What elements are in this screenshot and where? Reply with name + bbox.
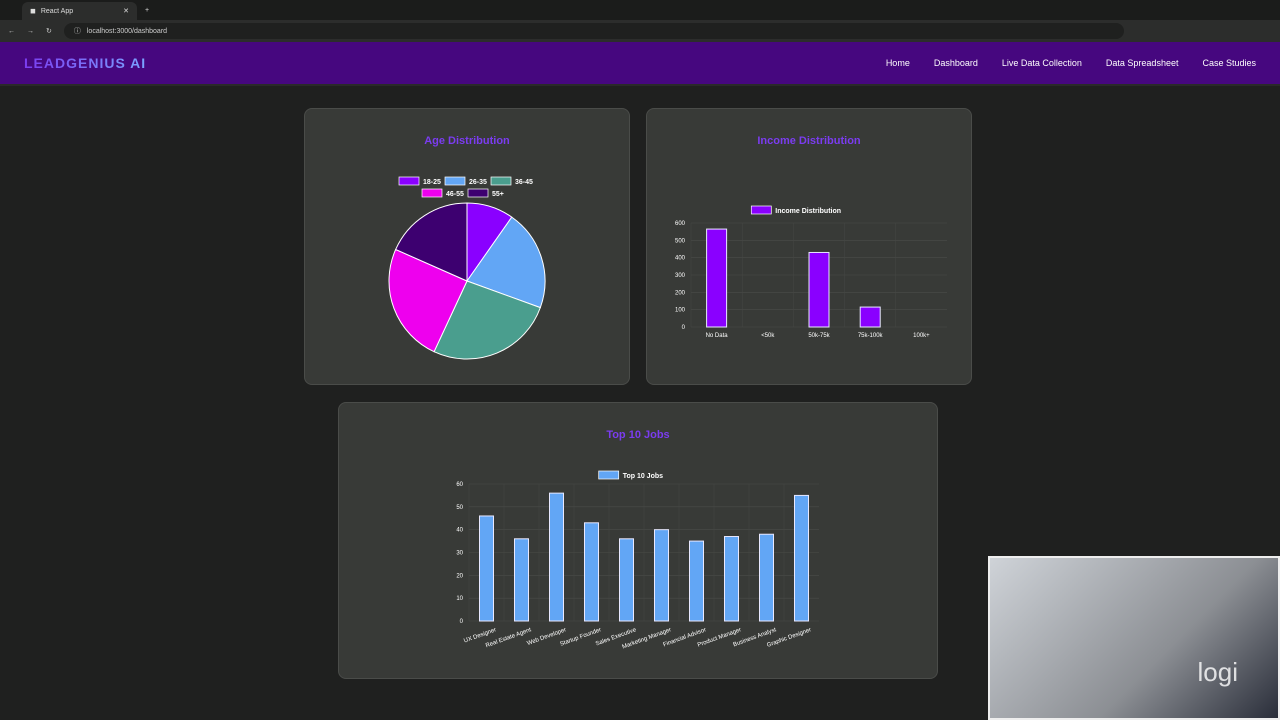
- bar-No Data: [706, 228, 728, 328]
- legend-label: 26-35: [469, 179, 487, 186]
- legend-label: Income Distribution: [775, 208, 841, 215]
- nav-home[interactable]: Home: [885, 58, 910, 68]
- bar-Product Manager: [724, 536, 739, 622]
- tab-title: React App: [40, 7, 74, 15]
- bar-Business Analyst: [759, 533, 774, 622]
- bar-75k-100k: [859, 306, 881, 328]
- income-distribution-card: Income Distribution Income Distribution 0…: [646, 108, 972, 385]
- x-tick-label: 50k-75k: [808, 333, 830, 339]
- y-tick-label: 500: [675, 238, 686, 244]
- y-tick-label: 0: [460, 619, 464, 625]
- age-distribution-card: Age Distribution 18-25 26-35 36-45 46-55 55+: [304, 108, 630, 385]
- address-bar-row: ← → ↻ ⓘ localhost:3000/dashboard: [0, 20, 1280, 42]
- x-tick-label: <50k: [761, 333, 775, 339]
- top-nav: LEADGENIUS AI Home Dashboard Live Data C…: [0, 42, 1280, 86]
- legend-swatch: [444, 176, 466, 186]
- bar-50k-75k: [808, 251, 830, 328]
- close-tab-icon[interactable]: ✕: [123, 8, 129, 15]
- x-tick-label: 75k-100k: [858, 333, 884, 339]
- bar-Financial Advisor: [689, 540, 704, 622]
- nav-data-spreadsheet[interactable]: Data Spreadsheet: [1105, 58, 1179, 68]
- legend-label: 55+: [492, 191, 504, 198]
- chart-title: Income Distribution: [757, 135, 861, 147]
- chart-title: Age Distribution: [424, 135, 510, 147]
- legend-swatch: [421, 188, 443, 198]
- reload-icon[interactable]: ↻: [46, 28, 52, 35]
- browser-tab-strip: ◼ React App ✕ +: [0, 0, 1280, 20]
- legend-label: 36-45: [515, 179, 533, 186]
- y-tick-label: 50: [456, 505, 463, 511]
- bar-Marketing Manager: [654, 529, 669, 622]
- legend-swatch: [750, 205, 772, 215]
- nav-live-data-collection[interactable]: Live Data Collection: [1001, 58, 1082, 68]
- bar-Web Developer: [549, 492, 564, 622]
- pie-slice-46-55: [388, 248, 468, 353]
- y-tick-label: 0: [682, 325, 686, 331]
- new-tab-icon[interactable]: +: [145, 6, 150, 14]
- logi-logo: logi: [1197, 657, 1238, 687]
- legend-swatch: [398, 176, 420, 186]
- x-tick-label: 100k+: [913, 333, 930, 339]
- legend-swatch: [598, 470, 620, 480]
- pie-slice-36-45: [433, 280, 541, 360]
- y-tick-label: 400: [675, 256, 686, 262]
- nav-case-studies[interactable]: Case Studies: [1202, 58, 1256, 68]
- url-input[interactable]: ⓘ localhost:3000/dashboard: [63, 23, 1124, 39]
- legend-label: Top 10 Jobs: [623, 473, 663, 480]
- y-tick-label: 300: [675, 273, 686, 279]
- chart-title: Top 10 Jobs: [606, 429, 670, 441]
- y-tick-label: 600: [675, 221, 686, 227]
- legend-label: 46-55: [446, 191, 464, 198]
- y-tick-label: 40: [456, 528, 463, 534]
- y-tick-label: 100: [675, 308, 686, 314]
- legend-label: 18-25: [423, 179, 441, 186]
- y-tick-label: 30: [456, 551, 463, 557]
- pie-slice-26-35: [466, 216, 546, 309]
- webcam-overlay: logi: [988, 556, 1280, 720]
- y-tick-label: 60: [456, 482, 463, 488]
- forward-icon[interactable]: →: [27, 27, 34, 35]
- top-jobs-card: Top 10 Jobs Top 10 Jobs 0 10 20 30 40 50 60 UX D…: [338, 402, 938, 679]
- browser-tab[interactable]: ◼ React App ✕: [22, 2, 137, 20]
- y-tick-label: 20: [456, 573, 463, 579]
- bar-Graphic Designer: [794, 494, 809, 622]
- back-icon[interactable]: ←: [8, 27, 15, 35]
- bar-Startup Founder: [584, 522, 599, 622]
- x-tick-label: No Data: [706, 333, 729, 339]
- url-text: localhost:3000/dashboard: [86, 27, 168, 35]
- bar-UX Designer: [479, 515, 494, 622]
- bar-Real Estate Agent: [514, 538, 529, 622]
- nav-dashboard[interactable]: Dashboard: [933, 58, 978, 68]
- income-bar-chart: Income Distribution 0 100 200 300 400 500 600 No…: [675, 205, 947, 339]
- legend-swatch: [467, 188, 489, 198]
- bar-Sales Executive: [619, 538, 634, 622]
- site-info-icon[interactable]: ⓘ: [73, 28, 81, 35]
- legend-swatch: [490, 176, 512, 186]
- logo[interactable]: LEADGENIUS AI: [24, 55, 147, 71]
- y-tick-label: 200: [675, 290, 686, 296]
- pie-slice-55+: [394, 202, 468, 282]
- y-tick-label: 10: [456, 596, 463, 602]
- age-pie-chart: 18-25 26-35 36-45 46-55 55+: [388, 176, 546, 360]
- favicon-icon: ◼: [30, 8, 36, 15]
